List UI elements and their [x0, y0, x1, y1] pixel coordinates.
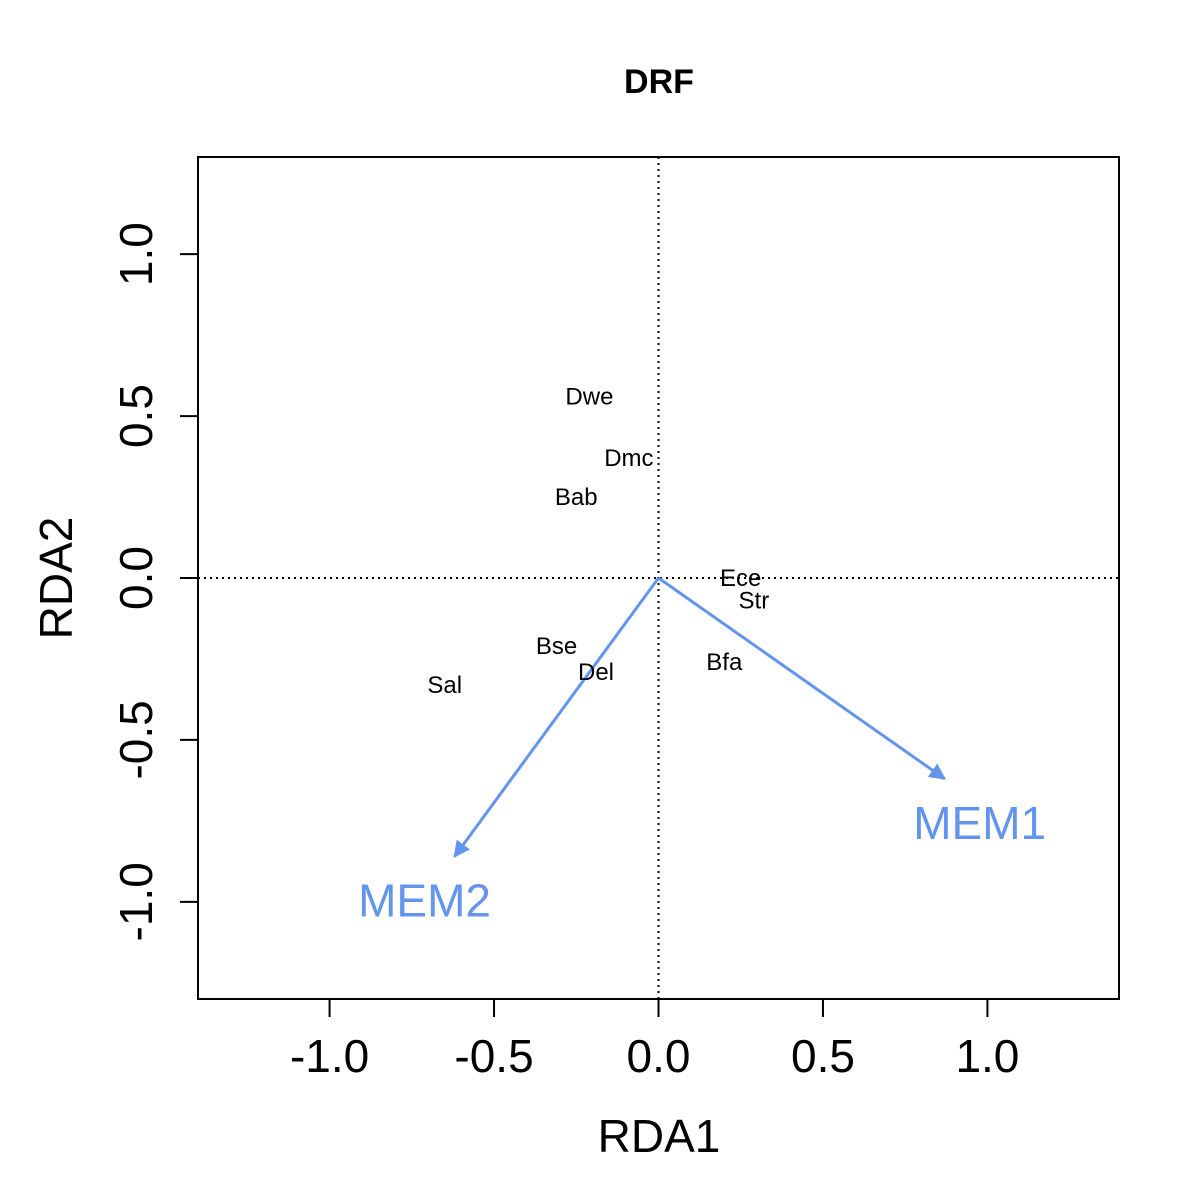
- chart-title: DRF: [624, 63, 694, 101]
- x-tick-label: -1.0: [290, 1030, 369, 1082]
- x-tick-label: -0.5: [454, 1030, 533, 1082]
- species-label-bse: Bse: [536, 633, 577, 660]
- y-axis-label: RDA2: [30, 517, 82, 640]
- vector-label-mem2: MEM2: [358, 875, 491, 927]
- vector-label-mem1: MEM1: [913, 797, 1046, 849]
- species-label-ece: Ece: [720, 565, 761, 592]
- y-tick-label: 0.5: [110, 384, 162, 448]
- x-tick-label: 0.5: [791, 1030, 855, 1082]
- species-label-bab: Bab: [555, 484, 598, 511]
- x-tick-label: 0.0: [627, 1030, 691, 1082]
- y-axis: -1.0 -0.5 0.0 0.5 1.0: [110, 222, 199, 941]
- species-label-str: Str: [739, 588, 770, 615]
- x-axis: -1.0 -0.5 0.0 0.5 1.0: [290, 998, 1019, 1082]
- species-label-bfa: Bfa: [706, 649, 743, 676]
- species-label-dmc: Dmc: [604, 445, 653, 472]
- species-label-sal: Sal: [427, 672, 462, 699]
- x-axis-label: RDA1: [598, 1110, 721, 1162]
- x-tick-label: 1.0: [955, 1030, 1019, 1082]
- species-label-dwe: Dwe: [565, 384, 613, 411]
- y-tick-label: -0.5: [110, 700, 162, 779]
- y-tick-label: -1.0: [110, 862, 162, 941]
- species-label-del: Del: [578, 659, 614, 686]
- vector-arrow-mem2: [453, 577, 660, 858]
- y-tick-label: 0.0: [110, 546, 162, 610]
- vectors: MEM1 MEM2: [358, 576, 1046, 927]
- y-tick-label: 1.0: [110, 222, 162, 286]
- vector-arrow-mem1: [657, 576, 947, 781]
